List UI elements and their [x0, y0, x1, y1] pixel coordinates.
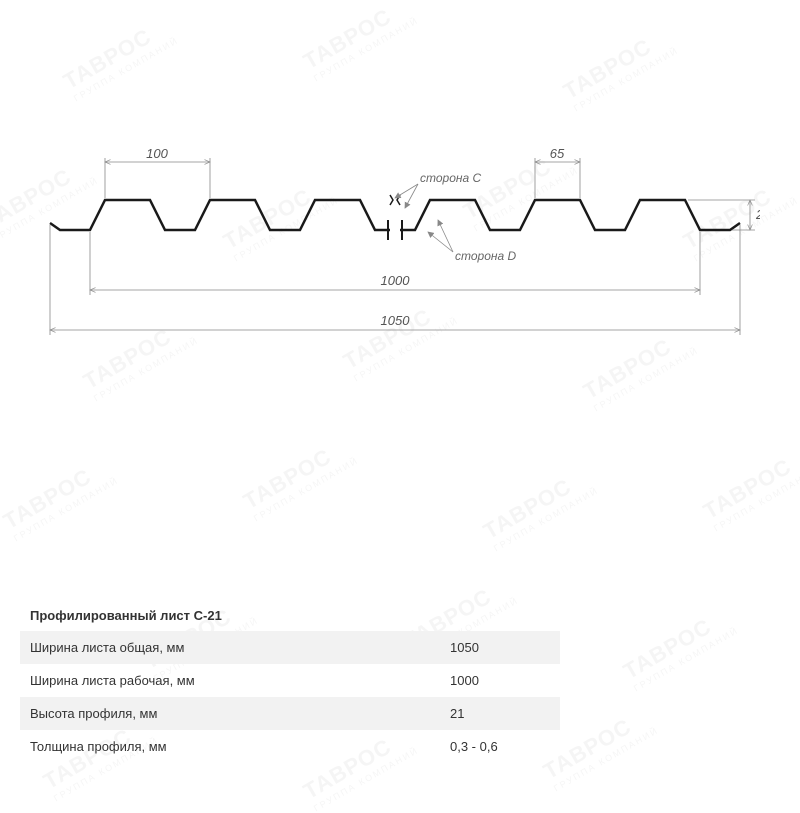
watermark: ТАВРОСГРУППА КОМПАНИЙ	[299, 0, 420, 83]
watermark: ТАВРОСГРУППА КОМПАНИЙ	[619, 603, 740, 694]
table-row: Ширина листа общая, мм 1050	[20, 631, 560, 664]
spec-label: Ширина листа общая, мм	[30, 640, 450, 655]
spec-label: Ширина листа рабочая, мм	[30, 673, 450, 688]
dimension-crest: 65	[535, 146, 580, 198]
svg-text:100: 100	[146, 146, 168, 161]
svg-text:сторона D: сторона D	[455, 249, 516, 263]
svg-text:сторона С: сторона С	[420, 171, 481, 185]
spec-table: Профилированный лист С-21 Ширина листа о…	[20, 600, 560, 763]
annotation-side-d: сторона D	[428, 220, 516, 263]
spec-label: Толщина профиля, мм	[30, 739, 450, 754]
watermark: ТАВРОСГРУППА КОМПАНИЙ	[0, 453, 120, 544]
spec-value: 21	[450, 706, 550, 721]
spec-value: 1050	[450, 640, 550, 655]
table-row: Высота профиля, мм 21	[20, 697, 560, 730]
table-row: Толщина профиля, мм 0,3 - 0,6	[20, 730, 560, 763]
spec-title: Профилированный лист С-21	[20, 600, 560, 631]
watermark: ТАВРОСГРУППА КОМПАНИЙ	[479, 463, 600, 554]
svg-text:1000: 1000	[381, 273, 411, 288]
watermark: ТАВРОСГРУППА КОМПАНИЙ	[239, 433, 360, 524]
svg-text:65: 65	[550, 146, 565, 161]
profile-diagram: 100 65 21 1000 1050 сторона С сторона D	[40, 120, 760, 380]
spec-value: 1000	[450, 673, 550, 688]
table-row: Ширина листа рабочая, мм 1000	[20, 664, 560, 697]
dimension-working: 1000	[90, 232, 700, 295]
watermark: ТАВРОСГРУППА КОМПАНИЙ	[559, 23, 680, 114]
spec-value: 0,3 - 0,6	[450, 739, 550, 754]
svg-text:1050: 1050	[381, 313, 411, 328]
dimension-pitch: 100	[105, 146, 210, 198]
svg-text:21: 21	[755, 207, 760, 222]
profile-path	[50, 195, 740, 240]
watermark: ТАВРОСГРУППА КОМПАНИЙ	[699, 443, 800, 534]
watermark: ТАВРОСГРУППА КОМПАНИЙ	[59, 13, 180, 104]
spec-label: Высота профиля, мм	[30, 706, 450, 721]
annotation-side-c: сторона С	[395, 171, 481, 208]
